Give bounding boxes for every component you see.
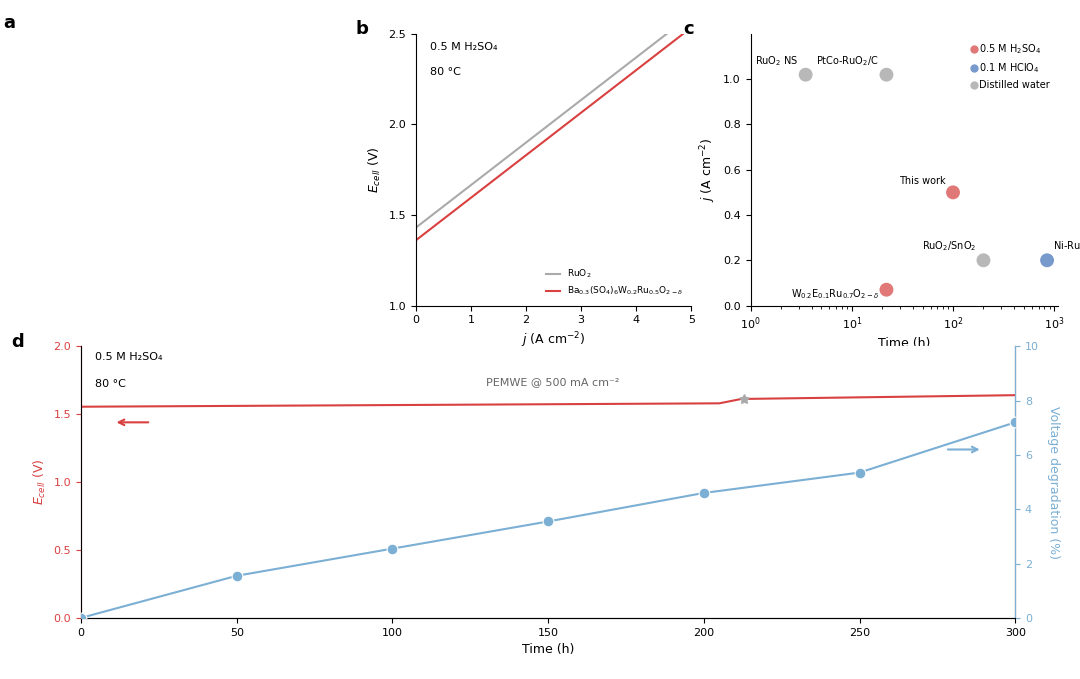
- Text: RuO$_2$ NS: RuO$_2$ NS: [755, 54, 798, 68]
- Text: a: a: [3, 14, 16, 33]
- Point: [975, 255, 993, 265]
- Text: d: d: [11, 333, 24, 351]
- Text: PtCo-RuO$_2$/C: PtCo-RuO$_2$/C: [816, 54, 879, 68]
- Text: 0.5 M H₂SO₄: 0.5 M H₂SO₄: [95, 352, 162, 362]
- Text: b: b: [355, 20, 368, 39]
- Text: 0.5 M H₂SO₄: 0.5 M H₂SO₄: [430, 42, 497, 52]
- Text: RuO$_2$/SnO$_2$: RuO$_2$/SnO$_2$: [922, 240, 976, 253]
- Point: [1007, 417, 1024, 428]
- Y-axis label: $E_{cell}$ (V): $E_{cell}$ (V): [367, 147, 382, 193]
- Text: 80 °C: 80 °C: [95, 379, 126, 389]
- Text: 80 °C: 80 °C: [430, 67, 460, 77]
- Point: [878, 69, 895, 80]
- Text: c: c: [683, 20, 693, 39]
- Point: [72, 612, 90, 623]
- Legend: RuO$_2$, Ba$_{0.3}$(SO$_4$)$_6$W$_{0.2}$Ru$_{0.5}$O$_{2-\delta}$: RuO$_2$, Ba$_{0.3}$(SO$_4$)$_6$W$_{0.2}$…: [542, 264, 687, 301]
- Text: Ni-RuO$_2$: Ni-RuO$_2$: [1053, 240, 1080, 253]
- Text: W$_{0.2}$E$_{0.1}$Ru$_{0.7}$O$_{2-δ}$: W$_{0.2}$E$_{0.1}$Ru$_{0.7}$O$_{2-δ}$: [792, 287, 879, 301]
- Point: [944, 187, 961, 198]
- Point: [228, 570, 245, 581]
- X-axis label: $j$ (A cm$^{-2}$): $j$ (A cm$^{-2}$): [522, 331, 585, 350]
- Point: [878, 285, 895, 295]
- Point: [851, 467, 868, 478]
- Point: [696, 488, 713, 498]
- Point: [797, 69, 814, 80]
- X-axis label: Time (h): Time (h): [522, 643, 575, 656]
- Point: [539, 516, 557, 527]
- X-axis label: Time (h): Time (h): [878, 337, 931, 350]
- Y-axis label: $E_{cell}$ (V): $E_{cell}$ (V): [32, 459, 48, 505]
- Point: [1039, 255, 1056, 265]
- Text: This work: This work: [900, 176, 946, 185]
- Y-axis label: Voltage degradation (%): Voltage degradation (%): [1047, 405, 1059, 559]
- Point: [383, 543, 401, 554]
- Legend: 0.5 M H$_2$SO$_4$, 0.1 M HClO$_4$, Distilled water: 0.5 M H$_2$SO$_4$, 0.1 M HClO$_4$, Disti…: [968, 39, 1053, 94]
- Text: PEMWE @ 500 mA cm⁻²: PEMWE @ 500 mA cm⁻²: [486, 377, 619, 387]
- Y-axis label: $j$ (A cm$^{-2}$): $j$ (A cm$^{-2}$): [698, 138, 717, 202]
